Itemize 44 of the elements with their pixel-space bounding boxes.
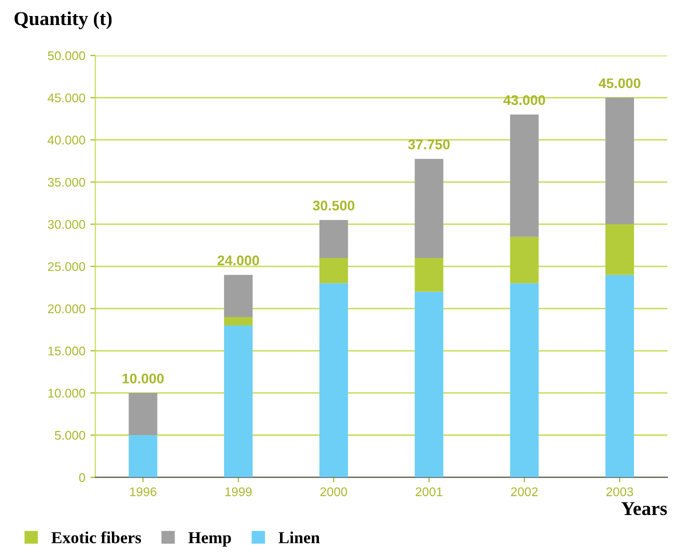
- bar: [510, 114, 539, 237]
- y-tick-label: 5.000: [54, 430, 86, 440]
- legend-label: Hemp: [188, 532, 231, 547]
- x-tick-label: 1999: [225, 487, 252, 496]
- bar: [319, 283, 348, 478]
- bar: [414, 258, 444, 292]
- x-tick-label: 1996: [130, 487, 156, 496]
- x-tick-label: 2003: [606, 487, 634, 496]
- y-tick-label: 35.000: [48, 178, 86, 187]
- y-tick-label: 10.000: [48, 388, 86, 398]
- bar: [510, 236, 539, 284]
- y-tick-label: 25.000: [48, 262, 86, 272]
- total-label: 24.000: [218, 256, 260, 266]
- x-tick-label: 2001: [416, 487, 442, 496]
- bar: [319, 258, 348, 284]
- bar: [510, 283, 539, 478]
- bar: [414, 158, 444, 258]
- bar: [605, 274, 634, 478]
- total-label: 45.000: [598, 78, 640, 88]
- bar: [128, 392, 158, 436]
- bar: [414, 292, 444, 478]
- total-label: 10.000: [122, 374, 164, 384]
- y-axis-title: Quantity (t): [14, 11, 112, 30]
- x-tick-label: 2002: [511, 487, 538, 496]
- bar: [224, 274, 253, 318]
- y-tick-label: 20.000: [48, 304, 86, 314]
- y-tick-label: 45.000: [48, 93, 86, 102]
- total-label: 30.500: [312, 200, 354, 211]
- bar: [224, 325, 253, 478]
- legend-label: Exotic fibers: [51, 531, 142, 544]
- y-tick-label: 30.000: [48, 220, 86, 229]
- y-tick-label: 40.000: [48, 136, 86, 145]
- legend-label: Linen: [278, 532, 320, 544]
- bar: [605, 224, 634, 275]
- bar: [128, 435, 158, 478]
- y-tick-label: 0: [79, 473, 86, 482]
- y-tick-label: 50.000: [48, 51, 86, 60]
- bar: [224, 317, 253, 326]
- x-axis-title: Years: [621, 502, 667, 516]
- total-label: 37.750: [408, 140, 450, 150]
- bar: [605, 98, 634, 224]
- y-tick-label: 15.000: [48, 346, 86, 356]
- x-tick-label: 2000: [320, 487, 348, 496]
- bar: [319, 220, 348, 258]
